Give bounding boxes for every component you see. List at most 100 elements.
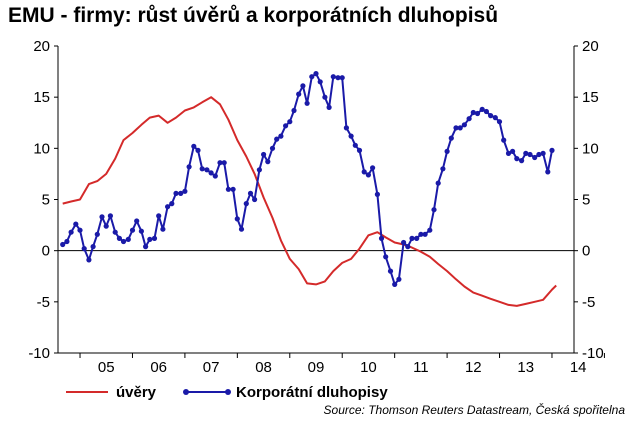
y-tick-label-right: 5 <box>582 192 590 209</box>
series-dluhopisy-point <box>86 257 92 263</box>
series-dluhopisy-point <box>129 227 136 233</box>
series-dluhopisy-point <box>409 235 415 241</box>
series-dluhopisy-point <box>488 113 494 119</box>
series-dluhopisy-point <box>112 229 118 235</box>
series-layer <box>60 71 557 307</box>
series-dluhopisy-point <box>509 148 516 154</box>
series-dluhopisy-point <box>474 110 481 117</box>
series-dluhopisy-point <box>287 119 293 125</box>
series-dluhopisy-point <box>514 156 520 162</box>
series-dluhopisy-point <box>540 150 546 156</box>
series-dluhopisy-point <box>81 246 87 252</box>
y-tick-label-left: -10 <box>28 345 50 362</box>
series-dluhopisy-point <box>466 116 472 122</box>
y-tick-label-left: 10 <box>33 140 50 157</box>
series-dluhopisy-point <box>343 125 349 131</box>
series-dluhopisy-point <box>252 196 258 203</box>
legend-marker-dluhopisy <box>225 389 231 395</box>
series-dluhopisy-point <box>335 75 341 81</box>
legend-label-dluhopisy: Korporátní dluhopisy <box>236 384 388 401</box>
series-dluhopisy-point <box>90 244 96 250</box>
y-tick-label-left: 0 <box>42 243 50 260</box>
series-dluhopisy-point <box>418 231 424 237</box>
series-dluhopisy-point <box>326 104 332 110</box>
series-dluhopisy-point <box>182 188 188 194</box>
series-dluhopisy-point <box>427 227 433 233</box>
series-dluhopisy-point <box>125 236 131 242</box>
x-tick-label: 08 <box>255 359 272 376</box>
axes <box>54 45 605 358</box>
series-dluhopisy-point <box>448 135 454 141</box>
series-dluhopisy-point <box>147 236 153 242</box>
series-dluhopisy-point <box>160 226 166 232</box>
series-dluhopisy-point <box>300 83 306 89</box>
series-uvery-line <box>62 96 557 307</box>
series-dluhopisy-point <box>505 150 512 156</box>
series-dluhopisy-point <box>374 191 380 197</box>
series-dluhopisy-point <box>103 223 109 229</box>
series-dluhopisy-point <box>361 169 367 175</box>
series-dluhopisy-point <box>304 100 310 106</box>
series-dluhopisy-point <box>435 180 441 186</box>
series-dluhopisy-point <box>77 227 83 233</box>
y-tick-label-right: 15 <box>582 89 599 106</box>
series-dluhopisy-point <box>208 170 214 176</box>
x-tick-label: 06 <box>150 359 167 376</box>
series-dluhopisy-point <box>186 164 192 170</box>
series-dluhopisy-point <box>217 160 223 166</box>
series-dluhopisy-point <box>178 190 184 196</box>
series-dluhopisy-point <box>94 231 100 237</box>
series-dluhopisy-point <box>256 167 262 173</box>
series-dluhopisy-point <box>138 228 144 234</box>
series-dluhopisy-point <box>387 268 394 274</box>
series-dluhopisy-point <box>536 151 542 158</box>
y-tick-label-right: 10 <box>582 140 599 157</box>
series-dluhopisy-point <box>243 201 249 207</box>
series-dluhopisy-point <box>291 107 297 114</box>
series-dluhopisy-point <box>151 235 158 241</box>
series-dluhopisy-point <box>470 109 476 116</box>
legend-marker-dluhopisy <box>183 389 189 395</box>
series-dluhopisy-point <box>392 281 398 287</box>
series-dluhopisy-point <box>173 190 179 196</box>
series-dluhopisy-point <box>317 79 323 85</box>
series-dluhopisy-point <box>378 235 385 241</box>
series-dluhopisy-point <box>296 91 302 97</box>
series-dluhopisy-point <box>134 218 140 224</box>
legend-label-uvery: úvěry <box>116 384 157 401</box>
series-dluhopisy-point <box>370 165 376 171</box>
series-dluhopisy-point <box>401 239 407 246</box>
series-dluhopisy-point <box>191 143 197 149</box>
x-tick-label: 12 <box>465 359 482 376</box>
series-dluhopisy-point <box>339 75 345 81</box>
y-tick-label-left: -5 <box>37 294 50 311</box>
series-dluhopisy-point <box>225 186 231 192</box>
series-dluhopisy-point <box>107 213 113 219</box>
x-tick-label: 05 <box>98 359 115 376</box>
series-dluhopisy-point <box>444 148 450 154</box>
series-dluhopisy-point <box>73 221 79 227</box>
series-dluhopisy-point <box>440 166 446 172</box>
series-dluhopisy-point <box>523 150 529 156</box>
series-dluhopisy-point <box>261 151 267 158</box>
series-dluhopisy-point <box>453 125 459 131</box>
series-dluhopisy-point <box>99 214 105 220</box>
series-dluhopisy-point <box>527 151 533 158</box>
series-dluhopisy-point <box>274 136 280 142</box>
y-tick-label-left: 5 <box>42 192 50 209</box>
y-tick-label-left: 15 <box>33 89 50 106</box>
series-dluhopisy-point <box>483 108 489 115</box>
series-dluhopisy-point <box>283 123 289 129</box>
x-tick-label: 14 <box>570 359 587 376</box>
series-dluhopisy-point <box>195 147 201 153</box>
series-dluhopisy-point <box>545 169 551 175</box>
series-dluhopisy-point <box>322 94 328 100</box>
series-dluhopisy-point <box>204 167 210 173</box>
chart-title: EMU - firmy: růst úvěrů a korporátních d… <box>8 4 499 27</box>
series-dluhopisy-point <box>457 125 463 131</box>
series-dluhopisy-point <box>461 122 467 128</box>
series-dluhopisy-point <box>330 74 336 80</box>
series-dluhopisy-point <box>278 133 284 139</box>
series-dluhopisy-point <box>116 235 122 241</box>
series-dluhopisy-point <box>492 115 498 121</box>
